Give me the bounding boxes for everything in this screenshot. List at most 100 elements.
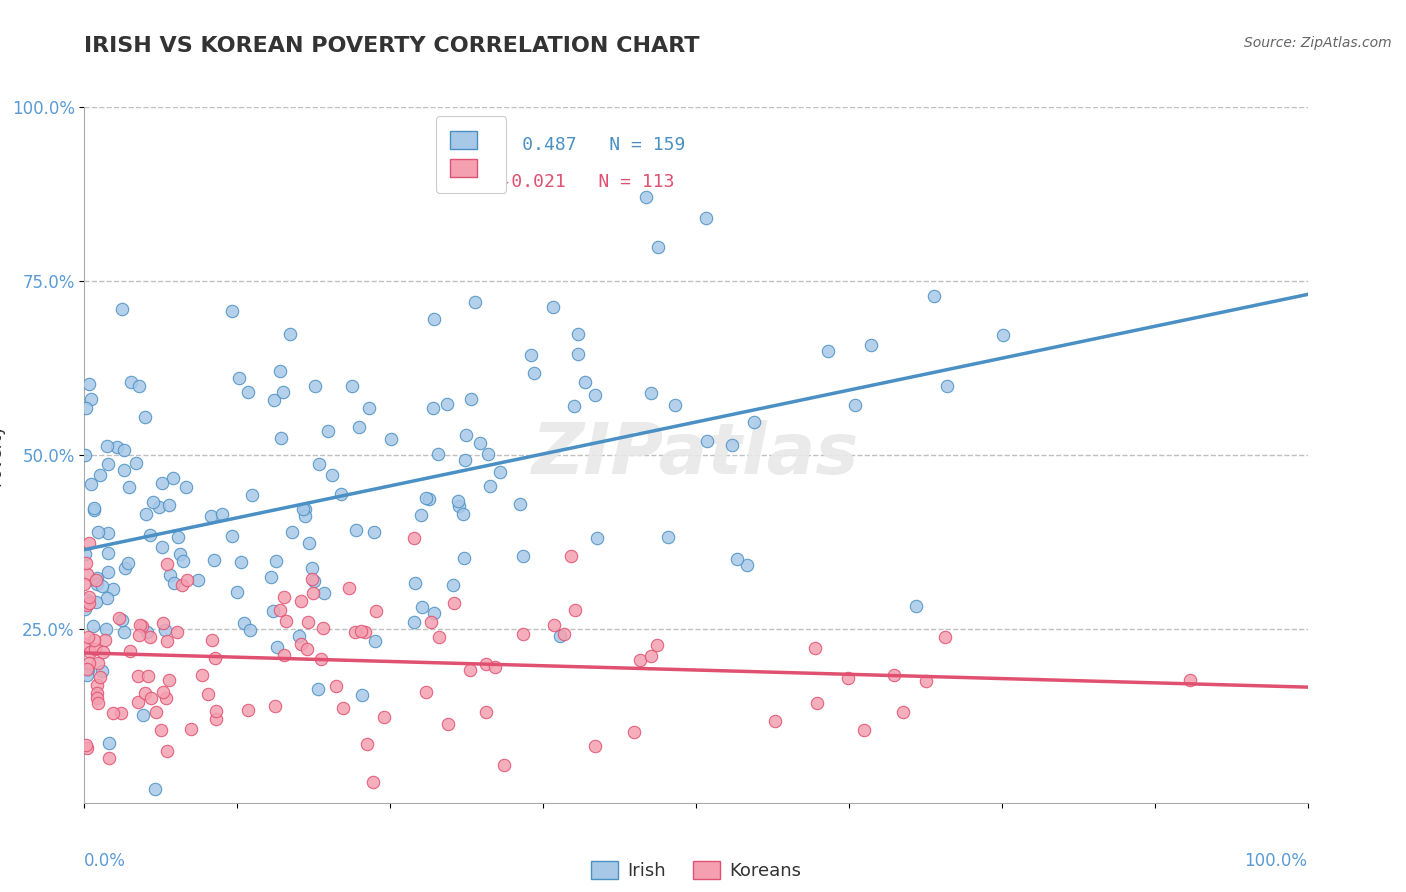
Koreans: [180, 723, 202, 737]
Irish: [111, 613, 134, 627]
Irish: [991, 327, 1014, 342]
Text: 0.0%: 0.0%: [84, 852, 127, 870]
Koreans: [156, 558, 179, 572]
Irish: [159, 567, 181, 582]
Koreans: [436, 717, 458, 731]
Irish: [221, 529, 243, 543]
Irish: [308, 457, 330, 471]
Koreans: [475, 657, 498, 671]
Koreans: [101, 706, 124, 720]
Irish: [441, 578, 464, 592]
Irish: [94, 623, 117, 637]
Irish: [111, 301, 134, 316]
Koreans: [458, 663, 481, 677]
Irish: [523, 367, 546, 381]
Koreans: [763, 714, 786, 729]
Koreans: [297, 615, 319, 629]
Irish: [564, 399, 586, 413]
Irish: [211, 507, 233, 521]
Irish: [270, 431, 292, 445]
Irish: [97, 566, 120, 580]
Irish: [512, 549, 534, 563]
Irish: [84, 594, 107, 608]
Koreans: [640, 648, 662, 663]
Koreans: [156, 744, 179, 758]
Irish: [574, 375, 596, 389]
Irish: [860, 338, 883, 352]
Koreans: [415, 685, 437, 699]
Irish: [725, 552, 748, 566]
Koreans: [76, 662, 98, 676]
Koreans: [343, 624, 366, 639]
Irish: [422, 606, 444, 620]
Irish: [423, 312, 446, 326]
Irish: [636, 190, 658, 204]
Irish: [411, 599, 433, 614]
Irish: [172, 554, 194, 568]
Koreans: [301, 572, 323, 586]
Irish: [266, 640, 288, 655]
Koreans: [934, 630, 956, 644]
Koreans: [136, 669, 159, 683]
Koreans: [361, 775, 384, 789]
Koreans: [79, 596, 101, 610]
Irish: [359, 401, 381, 416]
Koreans: [139, 691, 162, 706]
Koreans: [312, 621, 335, 635]
Text: IRISH VS KOREAN POVERTY CORRELATION CHART: IRISH VS KOREAN POVERTY CORRELATION CHAR…: [84, 36, 700, 55]
Text: 100.0%: 100.0%: [1244, 852, 1308, 870]
Koreans: [290, 637, 312, 651]
Koreans: [274, 614, 297, 628]
Koreans: [200, 633, 222, 648]
Koreans: [77, 535, 100, 549]
Irish: [225, 584, 247, 599]
Text: R = -0.021   N = 113: R = -0.021 N = 113: [457, 173, 675, 191]
Irish: [202, 553, 225, 567]
Irish: [488, 465, 510, 479]
Irish: [696, 434, 718, 449]
Koreans: [349, 624, 371, 639]
Irish: [142, 494, 165, 508]
Koreans: [290, 593, 312, 607]
Irish: [239, 623, 262, 637]
Irish: [548, 629, 571, 643]
Irish: [96, 439, 118, 453]
Y-axis label: Poverty: Poverty: [0, 424, 4, 486]
Koreans: [134, 686, 156, 700]
Irish: [135, 624, 157, 639]
Irish: [479, 479, 502, 493]
Irish: [112, 624, 135, 639]
Irish: [817, 343, 839, 358]
Text: Source: ZipAtlas.com: Source: ZipAtlas.com: [1244, 36, 1392, 50]
Koreans: [628, 653, 651, 667]
Irish: [135, 508, 157, 522]
Irish: [464, 295, 486, 310]
Koreans: [915, 673, 938, 688]
Koreans: [149, 723, 172, 738]
Irish: [271, 384, 294, 399]
Irish: [125, 456, 148, 470]
Koreans: [108, 611, 131, 625]
Irish: [229, 555, 252, 569]
Irish: [586, 531, 609, 545]
Irish: [89, 468, 111, 483]
Koreans: [353, 625, 375, 640]
Irish: [721, 438, 744, 452]
Koreans: [475, 706, 498, 720]
Koreans: [311, 652, 333, 666]
Irish: [454, 452, 477, 467]
Koreans: [128, 627, 150, 641]
Koreans: [93, 633, 115, 648]
Irish: [148, 500, 170, 515]
Koreans: [564, 602, 586, 616]
Irish: [153, 624, 176, 638]
Koreans: [97, 751, 120, 765]
Koreans: [852, 723, 875, 738]
Koreans: [93, 645, 115, 659]
Koreans: [1180, 673, 1202, 687]
Koreans: [295, 642, 318, 657]
Koreans: [152, 685, 174, 699]
Irish: [260, 570, 283, 584]
Irish: [82, 618, 104, 632]
Irish: [344, 523, 367, 537]
